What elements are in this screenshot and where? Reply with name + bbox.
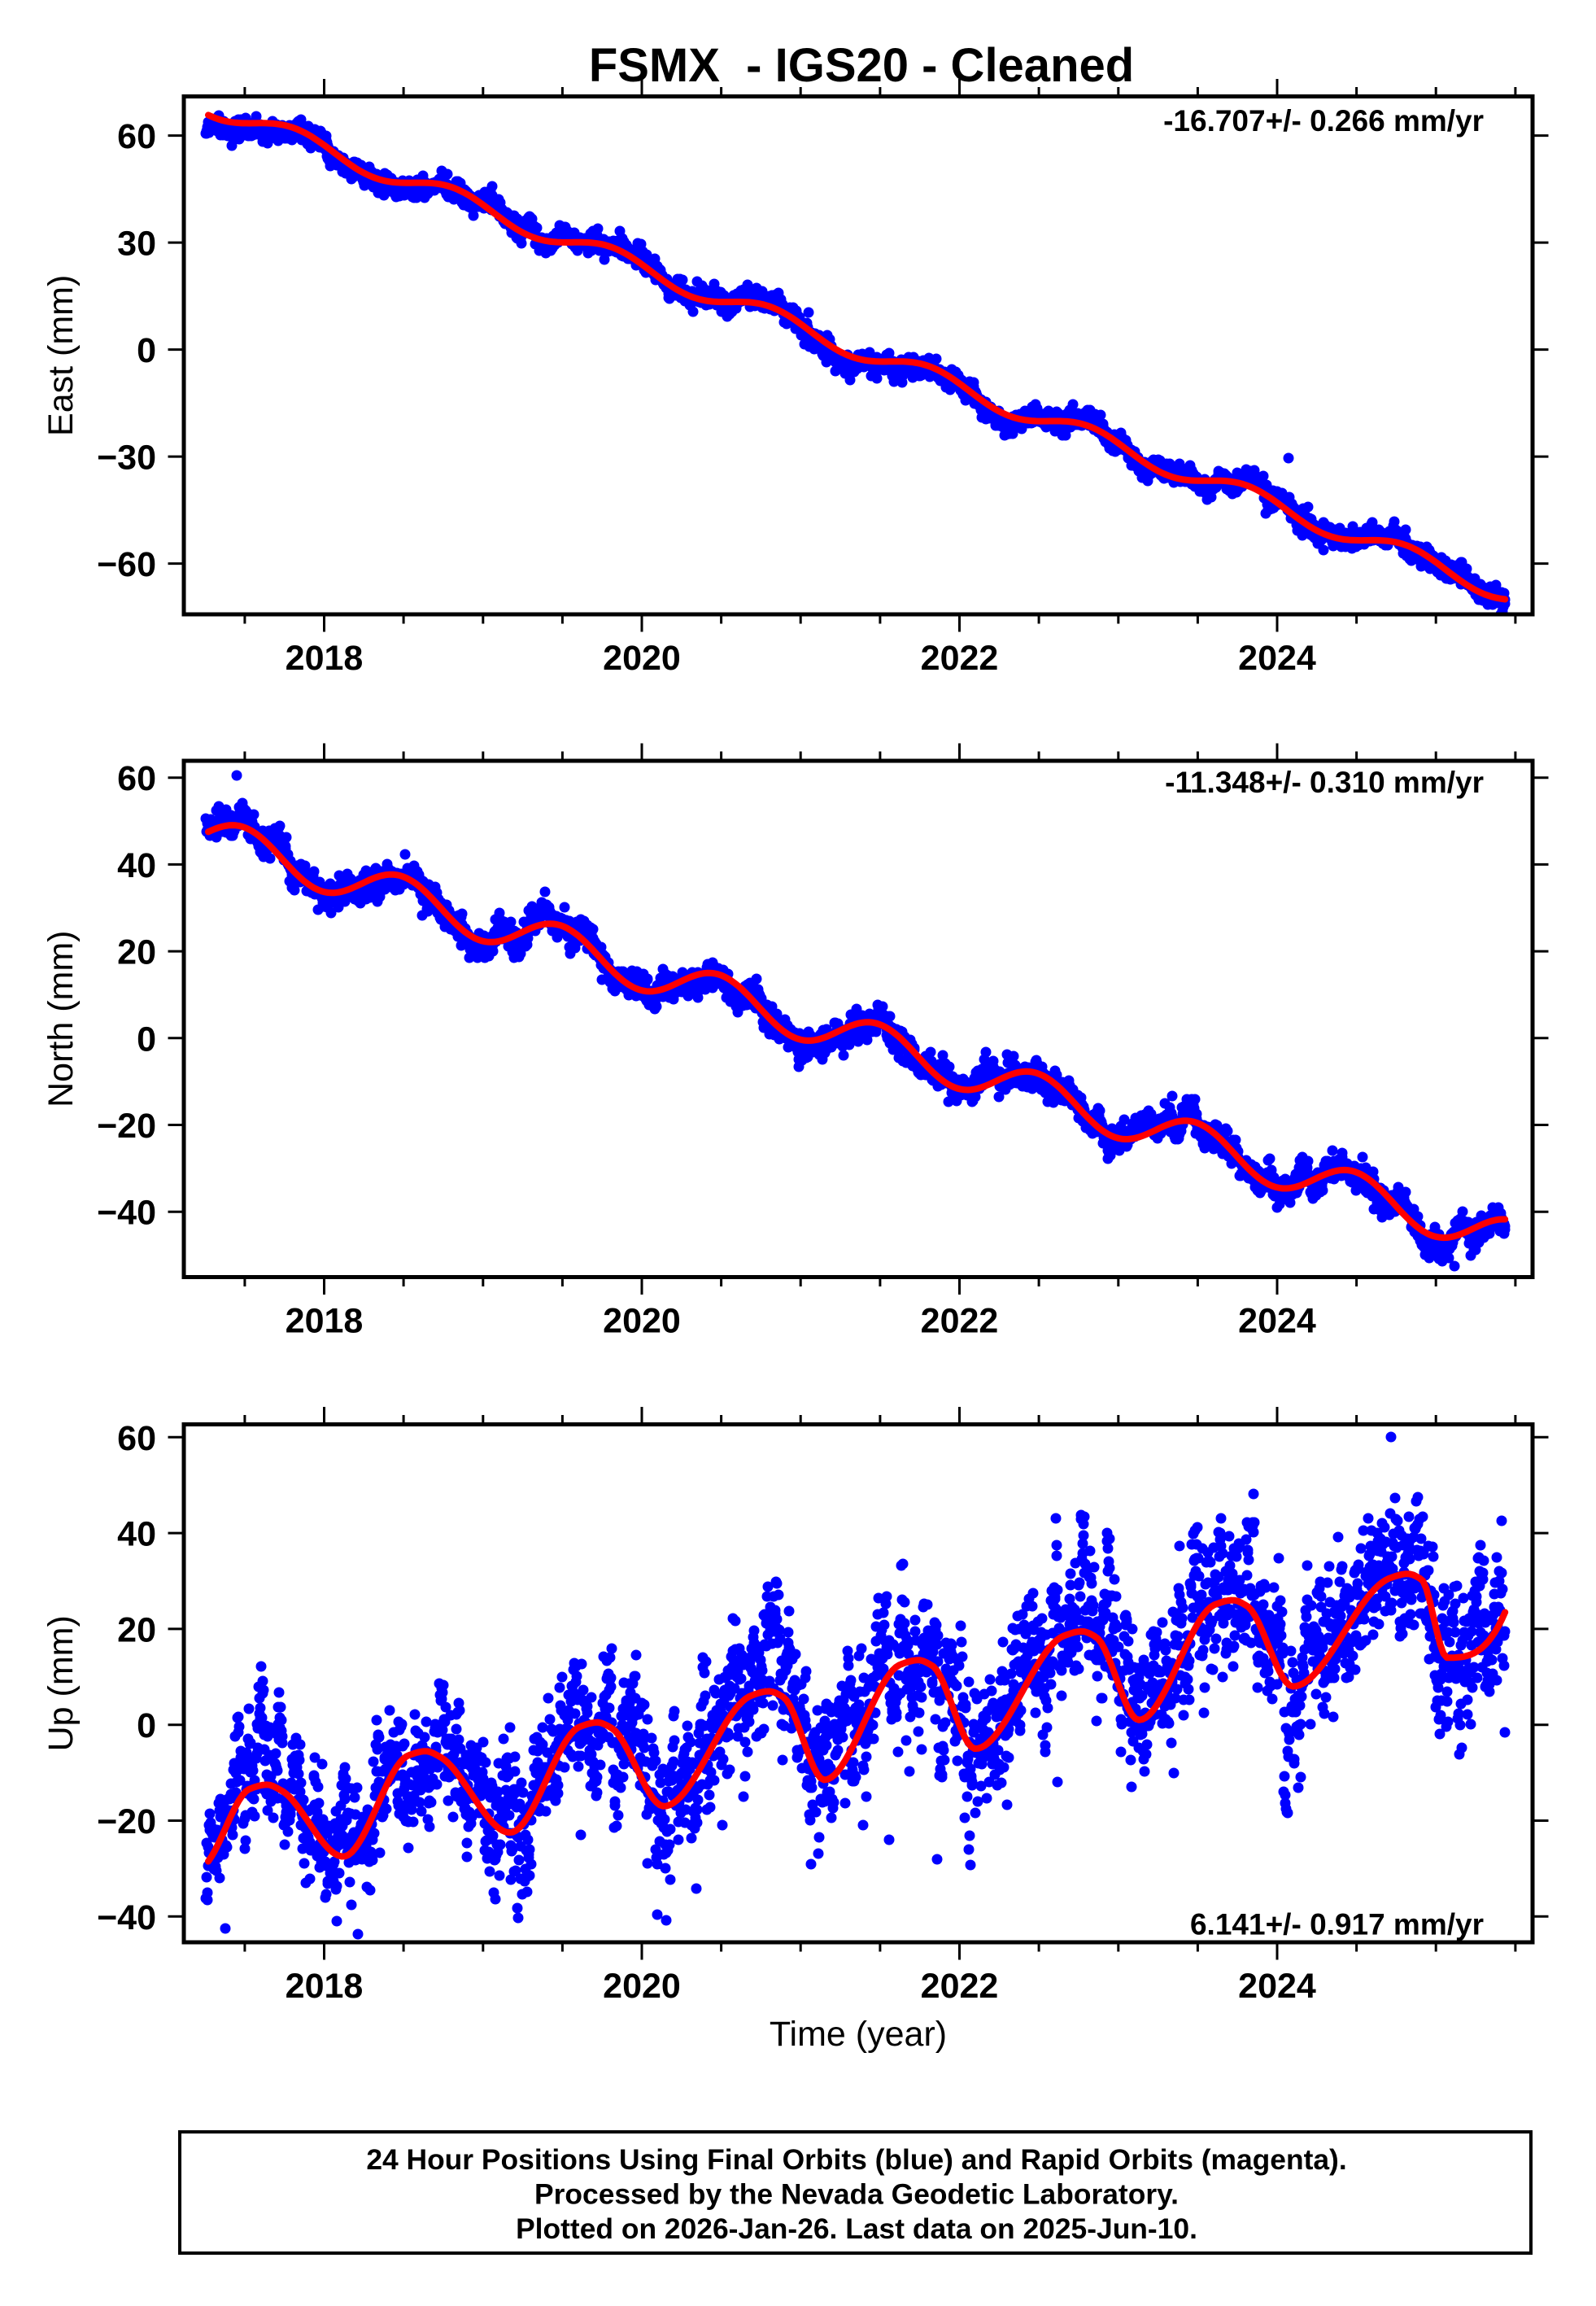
svg-text:−40: −40 bbox=[97, 1194, 156, 1233]
svg-text:−20: −20 bbox=[97, 1107, 156, 1146]
svg-text:0: 0 bbox=[137, 1706, 156, 1745]
svg-text:2018: 2018 bbox=[286, 639, 364, 678]
svg-text:30: 30 bbox=[117, 225, 156, 264]
svg-text:2024: 2024 bbox=[1238, 1967, 1316, 2006]
svg-text:-16.707+/- 0.266 mm/yr: -16.707+/- 0.266 mm/yr bbox=[1163, 104, 1484, 138]
svg-text:−30: −30 bbox=[97, 439, 156, 478]
svg-text:60: 60 bbox=[117, 117, 156, 156]
svg-text:2022: 2022 bbox=[921, 1967, 999, 2006]
svg-text:2024: 2024 bbox=[1238, 1302, 1316, 1341]
svg-text:2020: 2020 bbox=[603, 639, 681, 678]
svg-text:2024: 2024 bbox=[1238, 639, 1316, 678]
svg-text:60: 60 bbox=[117, 1419, 156, 1458]
svg-text:2018: 2018 bbox=[286, 1967, 364, 2006]
svg-text:2018: 2018 bbox=[286, 1302, 364, 1341]
svg-text:2022: 2022 bbox=[921, 639, 999, 678]
svg-text:Time (year): Time (year) bbox=[770, 2015, 947, 2054]
svg-text:North (mm): North (mm) bbox=[41, 931, 81, 1107]
svg-text:Processed by the Nevada Geodet: Processed by the Nevada Geodetic Laborat… bbox=[534, 2178, 1179, 2211]
svg-text:20: 20 bbox=[117, 933, 156, 972]
svg-text:Up (mm): Up (mm) bbox=[41, 1615, 81, 1751]
svg-text:24 Hour Positions Using Final: 24 Hour Positions Using Final Orbits (bl… bbox=[366, 2143, 1346, 2176]
svg-text:−40: −40 bbox=[97, 1898, 156, 1937]
svg-text:0: 0 bbox=[137, 331, 156, 370]
svg-text:60: 60 bbox=[117, 759, 156, 798]
svg-text:40: 40 bbox=[117, 846, 156, 885]
svg-text:East (mm): East (mm) bbox=[41, 275, 81, 436]
svg-text:0: 0 bbox=[137, 1020, 156, 1059]
svg-text:2022: 2022 bbox=[921, 1302, 999, 1341]
svg-text:-11.348+/- 0.310 mm/yr: -11.348+/- 0.310 mm/yr bbox=[1165, 766, 1484, 799]
svg-text:2020: 2020 bbox=[603, 1967, 681, 2006]
svg-text:20: 20 bbox=[117, 1610, 156, 1649]
svg-text:Plotted on 2026-Jan-26. Last d: Plotted on 2026-Jan-26. Last data on 202… bbox=[516, 2212, 1197, 2245]
svg-text:−60: −60 bbox=[97, 545, 156, 584]
svg-text:−20: −20 bbox=[97, 1802, 156, 1841]
svg-text:2020: 2020 bbox=[603, 1302, 681, 1341]
svg-text:40: 40 bbox=[117, 1515, 156, 1554]
svg-text:FSMX - IGS20 - Cleaned: FSMX - IGS20 - Cleaned bbox=[589, 39, 1134, 92]
svg-text:6.141+/- 0.917 mm/yr: 6.141+/- 0.917 mm/yr bbox=[1190, 1908, 1484, 1941]
